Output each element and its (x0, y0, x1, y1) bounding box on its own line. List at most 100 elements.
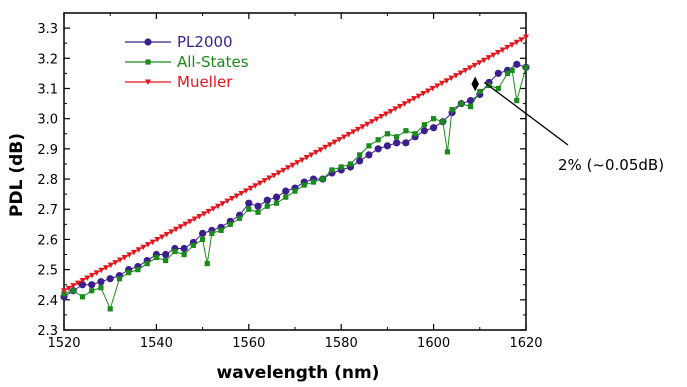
data-point-mueller (415, 93, 422, 100)
data-point-all-states (172, 248, 178, 255)
data-point-mueller (303, 155, 310, 161)
legend-marker-pl2000 (144, 38, 152, 46)
data-point-mueller (238, 190, 245, 197)
legend-marker-mueller (145, 79, 151, 85)
legend-marker-all-states (145, 59, 151, 65)
data-point-pl2000 (88, 281, 96, 289)
data-point-pl2000 (282, 187, 290, 195)
data-point-mueller (411, 96, 417, 102)
data-point-all-states (70, 288, 76, 294)
data-point-all-states (273, 200, 280, 206)
data-point-mueller (462, 67, 469, 74)
data-point-mueller (163, 231, 170, 238)
y-tick-label: 3.1 (37, 82, 58, 97)
data-point-mueller (233, 193, 240, 199)
data-point-pl2000 (106, 275, 114, 283)
data-point-pl2000 (356, 157, 364, 165)
data-point-pl2000 (97, 278, 105, 286)
data-point-mueller (513, 39, 520, 46)
data-point-all-states (255, 209, 261, 215)
data-point-mueller (126, 252, 133, 258)
legend-label-pl2000: PL2000 (177, 33, 233, 51)
data-point-mueller (79, 278, 86, 284)
data-point-mueller (121, 254, 128, 261)
data-point-pl2000 (199, 229, 207, 237)
data-point-pl2000 (494, 69, 502, 77)
data-point-mueller (191, 216, 198, 223)
data-point-all-states (320, 176, 326, 182)
data-point-mueller (93, 270, 100, 276)
data-point-all-states (444, 149, 451, 155)
data-point-mueller (406, 98, 413, 105)
legend-box (120, 27, 252, 103)
data-point-all-states (89, 288, 95, 294)
data-point-mueller (383, 111, 389, 118)
data-point-mueller (308, 152, 315, 158)
data-point-mueller (243, 188, 249, 194)
data-point-mueller (443, 78, 450, 84)
data-point-all-states (403, 128, 409, 134)
data-point-all-states (449, 107, 455, 113)
data-point-mueller (359, 124, 366, 130)
data-point-all-states (181, 251, 187, 258)
data-point-all-states (236, 215, 243, 221)
data-point-pl2000 (162, 250, 170, 259)
x-tick-label: 1540 (140, 336, 173, 351)
data-point-all-states (329, 167, 335, 173)
data-point-mueller (499, 47, 506, 53)
data-point-all-states (477, 88, 483, 95)
data-point-pl2000 (430, 124, 438, 132)
data-point-all-states (504, 70, 511, 76)
data-point-mueller (65, 285, 72, 292)
data-point-all-states (514, 97, 520, 104)
data-point-pl2000 (513, 60, 521, 68)
data-point-mueller (154, 237, 161, 243)
data-point-mueller (317, 147, 324, 153)
data-point-mueller (252, 183, 259, 189)
data-point-all-states (394, 134, 400, 140)
series-all-states (61, 64, 529, 312)
data-point-mueller (135, 247, 142, 253)
data-point-mueller (523, 34, 529, 41)
data-point-mueller (378, 114, 385, 120)
data-point-pl2000 (420, 127, 428, 135)
data-point-all-states (509, 67, 515, 73)
data-point-all-states (209, 230, 215, 236)
y-tick-label: 2.7 (37, 203, 58, 218)
data-point-mueller (84, 275, 91, 281)
data-point-mueller (229, 196, 235, 202)
data-point-all-states (366, 143, 372, 149)
data-point-all-states (440, 119, 446, 125)
data-point-mueller (257, 180, 263, 187)
data-point-all-states (375, 137, 381, 143)
x-axis-title: wavelength (nm) (217, 363, 380, 383)
data-point-mueller (107, 262, 114, 269)
y-tick-label: 3.0 (37, 113, 58, 128)
data-point-mueller (168, 229, 175, 235)
data-point-mueller (471, 62, 478, 69)
data-point-mueller (481, 57, 487, 64)
data-point-mueller (429, 85, 436, 92)
data-point-mueller (89, 272, 95, 279)
data-point-mueller (331, 139, 338, 146)
data-point-all-states (283, 194, 289, 200)
data-point-mueller (457, 70, 464, 77)
data-point-mueller (201, 211, 207, 217)
data-point-mueller (425, 88, 431, 94)
data-point-mueller (341, 134, 347, 141)
data-point-pl2000 (365, 151, 373, 159)
data-point-all-states (292, 188, 298, 194)
data-point-mueller (266, 175, 273, 182)
data-point-mueller (219, 201, 226, 207)
x-tick-label: 1600 (417, 336, 450, 351)
x-tick-label: 1620 (509, 336, 542, 351)
data-point-all-states (98, 285, 104, 291)
legend: PL2000 All-States Mueller (120, 27, 252, 103)
data-point-pl2000 (374, 145, 382, 153)
data-point-mueller (397, 103, 403, 110)
data-point-mueller (117, 257, 123, 264)
data-point-mueller (448, 75, 455, 82)
data-point-mueller (98, 267, 105, 274)
data-point-mueller (387, 108, 394, 115)
